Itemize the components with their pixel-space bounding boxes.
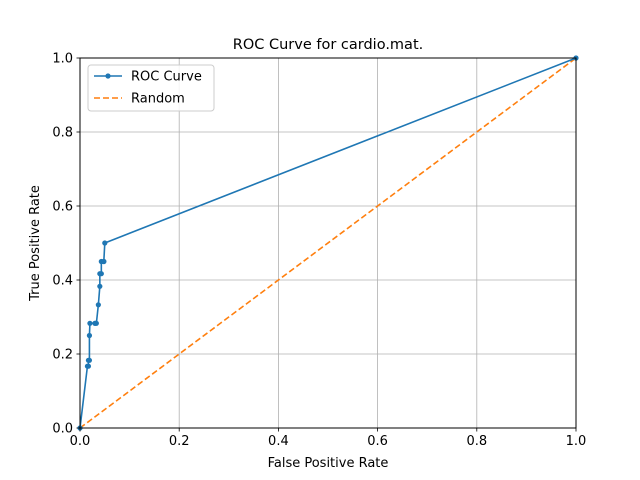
x-tick-label: 0.8 bbox=[466, 434, 487, 449]
roc-point bbox=[95, 302, 101, 308]
roc-point bbox=[102, 240, 108, 246]
x-tick-label: 0.0 bbox=[70, 434, 91, 449]
legend-roc-label: ROC Curve bbox=[131, 70, 202, 85]
ticks: 0.0 0.2 0.4 0.6 0.8 1.0 0.0 0.2 0.4 0.6 0.8 1.0 bbox=[52, 52, 586, 450]
y-tick-label: 1.0 bbox=[52, 52, 73, 67]
roc-point bbox=[97, 283, 103, 289]
roc-point bbox=[85, 363, 92, 369]
y-tick-label: 0.2 bbox=[52, 348, 73, 363]
legend-random-label: Random bbox=[131, 92, 185, 107]
series-layer bbox=[77, 55, 579, 431]
legend: ROC Curve Random bbox=[87, 64, 215, 112]
legend-roc-marker bbox=[105, 73, 111, 79]
x-tick-label: 0.4 bbox=[268, 434, 289, 449]
plot-frame bbox=[79, 57, 577, 429]
roc-point bbox=[86, 332, 93, 339]
roc-point bbox=[101, 258, 107, 265]
x-tick-label: 0.6 bbox=[367, 434, 388, 449]
x-tick-label: 1.0 bbox=[566, 434, 587, 449]
y-tick-label: 0.0 bbox=[52, 422, 73, 437]
x-axis-label: False Positive Rate bbox=[268, 456, 389, 471]
roc-point bbox=[86, 357, 93, 363]
chart-title: ROC Curve for cardio.mat. bbox=[233, 37, 423, 53]
y-tick-label: 0.4 bbox=[52, 274, 73, 289]
y-tick-label: 0.6 bbox=[52, 200, 73, 215]
roc-point bbox=[87, 320, 93, 326]
y-axis-label: True Positive Rate bbox=[28, 185, 43, 302]
random-baseline-line bbox=[79, 57, 577, 429]
roc-point bbox=[98, 271, 104, 277]
y-tick-label: 0.8 bbox=[52, 126, 73, 141]
x-tick-label: 0.2 bbox=[169, 434, 190, 449]
roc-point bbox=[93, 320, 99, 326]
